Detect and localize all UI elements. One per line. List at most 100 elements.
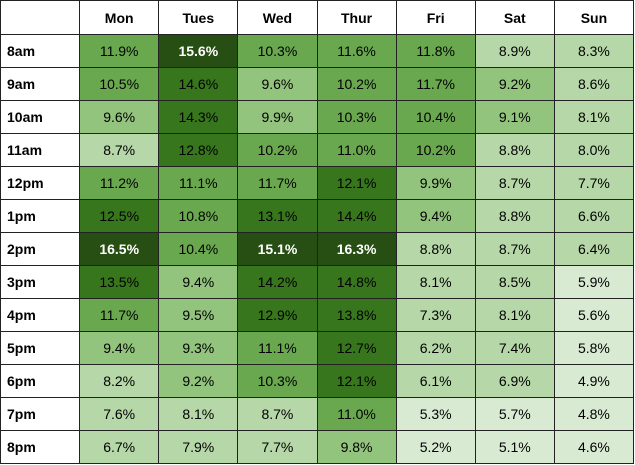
heatmap-cell: 9.1% [474, 100, 555, 134]
table-row: 4pm 11.7% 9.5% 12.9% 13.8% 7.3% 8.1% 5.6% [0, 298, 635, 332]
row-header: 11am [0, 133, 81, 167]
heatmap-cell: 9.5% [158, 298, 239, 332]
heatmap-cell: 7.3% [395, 298, 476, 332]
heatmap-cell: 5.1% [474, 430, 555, 464]
table-row: 12pm 11.2% 11.1% 11.7% 12.1% 9.9% 8.7% 7.7% [0, 166, 635, 200]
heatmap-cell: 10.4% [158, 232, 239, 266]
heatmap-cell: 6.6% [553, 199, 635, 233]
heatmap-cell: 10.4% [395, 100, 476, 134]
heatmap-cell: 11.1% [158, 166, 239, 200]
heatmap-cell: 16.5% [79, 232, 160, 266]
heatmap-cell: 11.7% [395, 67, 476, 101]
table-row: 7pm 7.6% 8.1% 8.7% 11.0% 5.3% 5.7% 4.8% [0, 397, 635, 431]
heatmap-cell: 6.2% [395, 331, 476, 365]
heatmap-cell: 8.9% [474, 34, 555, 68]
heatmap-cell: 7.6% [79, 397, 160, 431]
heatmap-cell: 9.9% [395, 166, 476, 200]
table-row: 3pm 13.5% 9.4% 14.2% 14.8% 8.1% 8.5% 5.9% [0, 265, 635, 299]
heatmap-cell: 12.1% [316, 364, 397, 398]
heatmap-cell: 9.4% [79, 331, 160, 365]
table-row: 2pm 16.5% 10.4% 15.1% 16.3% 8.8% 8.7% 6.4% [0, 232, 635, 266]
column-header: Sat [474, 0, 555, 35]
heatmap-cell: 8.7% [474, 232, 555, 266]
heatmap-cell: 6.1% [395, 364, 476, 398]
heatmap-cell: 6.7% [79, 430, 160, 464]
heatmap-cell: 12.7% [316, 331, 397, 365]
heatmap-cell: 9.4% [158, 265, 239, 299]
heatmap-cell: 6.9% [474, 364, 555, 398]
heatmap-cell: 7.7% [237, 430, 318, 464]
row-header: 6pm [0, 364, 81, 398]
heatmap-cell: 13.5% [79, 265, 160, 299]
column-header: Thur [316, 0, 397, 35]
heatmap-cell: 9.4% [395, 199, 476, 233]
heatmap-cell: 8.1% [395, 265, 476, 299]
table-row: 8am 11.9% 15.6% 10.3% 11.6% 11.8% 8.9% 8.3% [0, 34, 635, 68]
heatmap-cell: 14.4% [316, 199, 397, 233]
heatmap-cell: 14.2% [237, 265, 318, 299]
heatmap-cell: 5.7% [474, 397, 555, 431]
heatmap-cell: 7.7% [553, 166, 635, 200]
row-header: 12pm [0, 166, 81, 200]
table-row: 6pm 8.2% 9.2% 10.3% 12.1% 6.1% 6.9% 4.9% [0, 364, 635, 398]
heatmap-cell: 8.8% [474, 133, 555, 167]
heatmap-cell: 4.8% [553, 397, 635, 431]
heatmap-cell: 5.3% [395, 397, 476, 431]
heatmap-cell: 10.3% [237, 364, 318, 398]
heatmap-cell: 15.6% [158, 34, 239, 68]
heatmap-cell: 12.5% [79, 199, 160, 233]
heatmap-cell: 11.0% [316, 133, 397, 167]
heatmap-cell: 10.3% [316, 100, 397, 134]
row-header: 1pm [0, 199, 81, 233]
row-header: 9am [0, 67, 81, 101]
row-header: 2pm [0, 232, 81, 266]
heatmap-cell: 10.2% [316, 67, 397, 101]
column-header: Sun [553, 0, 635, 35]
heatmap-cell: 11.7% [79, 298, 160, 332]
column-header: Mon [79, 0, 160, 35]
heatmap-cell: 8.6% [553, 67, 635, 101]
heatmap-cell: 9.2% [158, 364, 239, 398]
heatmap-cell: 11.7% [237, 166, 318, 200]
heatmap-cell: 8.5% [474, 265, 555, 299]
heatmap-cell: 16.3% [316, 232, 397, 266]
row-header: 7pm [0, 397, 81, 431]
heatmap-cell: 7.9% [158, 430, 239, 464]
heatmap-cell: 8.0% [553, 133, 635, 167]
corner-cell [0, 0, 81, 35]
heatmap-cell: 11.2% [79, 166, 160, 200]
heatmap-cell: 9.9% [237, 100, 318, 134]
heatmap-cell: 8.2% [79, 364, 160, 398]
row-header: 8pm [0, 430, 81, 464]
heatmap-cell: 12.9% [237, 298, 318, 332]
heatmap-cell: 11.6% [316, 34, 397, 68]
heatmap-cell: 9.6% [79, 100, 160, 134]
heatmap-cell: 8.1% [158, 397, 239, 431]
heatmap-cell: 10.3% [237, 34, 318, 68]
row-header: 5pm [0, 331, 81, 365]
heatmap-cell: 8.8% [474, 199, 555, 233]
heatmap-cell: 7.4% [474, 331, 555, 365]
heatmap-cell: 8.1% [553, 100, 635, 134]
heatmap-cell: 9.8% [316, 430, 397, 464]
heatmap-cell: 6.4% [553, 232, 635, 266]
row-header: 3pm [0, 265, 81, 299]
row-header: 10am [0, 100, 81, 134]
row-header: 8am [0, 34, 81, 68]
heatmap-cell: 11.0% [316, 397, 397, 431]
row-header: 4pm [0, 298, 81, 332]
column-header: Wed [237, 0, 318, 35]
heatmap-cell: 8.3% [553, 34, 635, 68]
heatmap-cell: 8.7% [474, 166, 555, 200]
table-row: 10am 9.6% 14.3% 9.9% 10.3% 10.4% 9.1% 8.1% [0, 100, 635, 134]
header-row: Mon Tues Wed Thur Fri Sat Sun [0, 0, 635, 35]
heatmap-cell: 8.7% [79, 133, 160, 167]
column-header: Tues [158, 0, 239, 35]
heatmap-cell: 4.6% [553, 430, 635, 464]
heatmap-cell: 10.5% [79, 67, 160, 101]
heatmap-cell: 9.3% [158, 331, 239, 365]
table-row: 8pm 6.7% 7.9% 7.7% 9.8% 5.2% 5.1% 4.6% [0, 430, 635, 464]
heatmap-cell: 14.6% [158, 67, 239, 101]
table-row: 5pm 9.4% 9.3% 11.1% 12.7% 6.2% 7.4% 5.8% [0, 331, 635, 365]
